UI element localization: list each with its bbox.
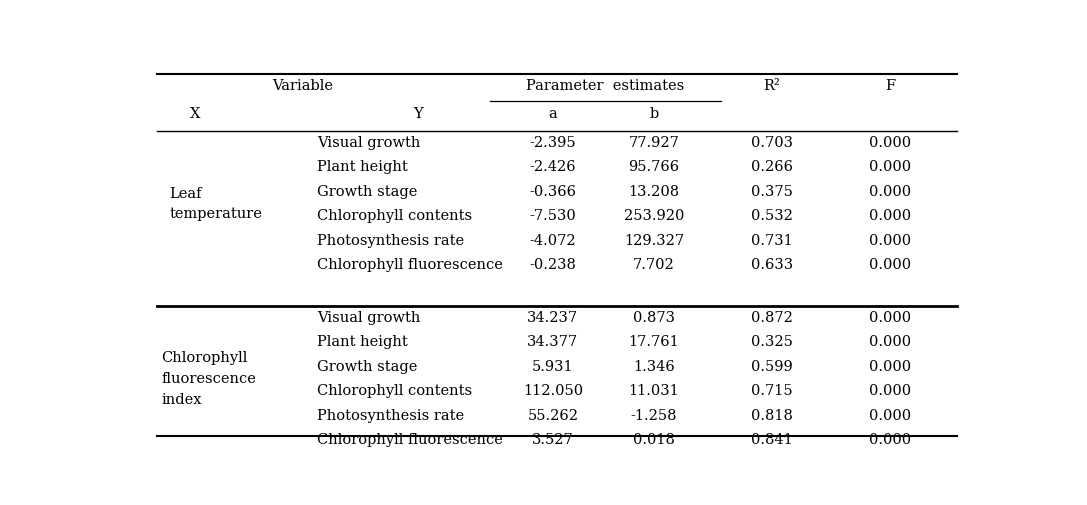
Text: Visual growth: Visual growth xyxy=(317,136,421,150)
Text: 0.633: 0.633 xyxy=(751,259,794,272)
Text: R²: R² xyxy=(763,79,780,93)
Text: Chlorophyll contents: Chlorophyll contents xyxy=(317,384,472,398)
Text: 0.731: 0.731 xyxy=(751,234,792,248)
Text: Chlorophyll fluorescence: Chlorophyll fluorescence xyxy=(317,433,503,447)
Text: 7.702: 7.702 xyxy=(633,259,675,272)
Text: Photosynthesis rate: Photosynthesis rate xyxy=(317,234,464,248)
Text: Chlorophyll fluorescence: Chlorophyll fluorescence xyxy=(317,259,503,272)
Text: 17.761: 17.761 xyxy=(628,335,679,349)
Text: 0.000: 0.000 xyxy=(869,384,911,398)
Text: 0.325: 0.325 xyxy=(751,335,792,349)
Text: 5.931: 5.931 xyxy=(532,360,574,374)
Text: 55.262: 55.262 xyxy=(527,409,578,423)
Text: Growth stage: Growth stage xyxy=(317,185,417,199)
Text: 253.920: 253.920 xyxy=(624,210,684,223)
Text: b: b xyxy=(649,107,659,121)
Text: 77.927: 77.927 xyxy=(628,136,679,150)
Text: 129.327: 129.327 xyxy=(624,234,684,248)
Text: X: X xyxy=(189,107,200,121)
Text: -7.530: -7.530 xyxy=(529,210,576,223)
Text: 0.000: 0.000 xyxy=(869,185,911,199)
Text: -1.258: -1.258 xyxy=(630,409,677,423)
Text: Photosynthesis rate: Photosynthesis rate xyxy=(317,409,464,423)
Text: 0.018: 0.018 xyxy=(633,433,675,447)
Text: Parameter  estimates: Parameter estimates xyxy=(526,79,685,93)
Text: 0.818: 0.818 xyxy=(751,409,792,423)
Text: -0.366: -0.366 xyxy=(529,185,576,199)
Text: -4.072: -4.072 xyxy=(529,234,576,248)
Text: 13.208: 13.208 xyxy=(628,185,679,199)
Text: 11.031: 11.031 xyxy=(628,384,679,398)
Text: 0.841: 0.841 xyxy=(751,433,792,447)
Text: -2.426: -2.426 xyxy=(529,161,576,174)
Text: -0.238: -0.238 xyxy=(529,259,576,272)
Text: Y: Y xyxy=(413,107,423,121)
Text: F: F xyxy=(885,79,895,93)
Text: 0.375: 0.375 xyxy=(751,185,792,199)
Text: 0.599: 0.599 xyxy=(751,360,792,374)
Text: Chlorophyll contents: Chlorophyll contents xyxy=(317,210,472,223)
Text: -2.395: -2.395 xyxy=(529,136,576,150)
Text: 95.766: 95.766 xyxy=(628,161,679,174)
Text: 0.872: 0.872 xyxy=(751,311,792,325)
Text: 0.000: 0.000 xyxy=(869,360,911,374)
Text: 0.000: 0.000 xyxy=(869,335,911,349)
Text: Variable: Variable xyxy=(272,79,333,93)
Text: a: a xyxy=(549,107,558,121)
Text: Chlorophyll
fluorescence
index: Chlorophyll fluorescence index xyxy=(161,351,257,407)
Text: 0.000: 0.000 xyxy=(869,136,911,150)
Text: 3.527: 3.527 xyxy=(532,433,574,447)
Text: 0.715: 0.715 xyxy=(751,384,792,398)
Text: 34.377: 34.377 xyxy=(527,335,578,349)
Text: 0.000: 0.000 xyxy=(869,409,911,423)
Text: 0.703: 0.703 xyxy=(751,136,792,150)
Text: Growth stage: Growth stage xyxy=(317,360,417,374)
Text: Visual growth: Visual growth xyxy=(317,311,421,325)
Text: 0.000: 0.000 xyxy=(869,433,911,447)
Text: 0.000: 0.000 xyxy=(869,210,911,223)
Text: 0.000: 0.000 xyxy=(869,259,911,272)
Text: Plant height: Plant height xyxy=(317,335,408,349)
Text: 0.266: 0.266 xyxy=(751,161,792,174)
Text: 0.532: 0.532 xyxy=(751,210,792,223)
Text: 0.873: 0.873 xyxy=(633,311,675,325)
Text: Leaf
temperature: Leaf temperature xyxy=(170,187,262,221)
Text: 34.237: 34.237 xyxy=(527,311,578,325)
Text: 0.000: 0.000 xyxy=(869,234,911,248)
Text: 112.050: 112.050 xyxy=(523,384,583,398)
Text: Plant height: Plant height xyxy=(317,161,408,174)
Text: 0.000: 0.000 xyxy=(869,161,911,174)
Text: 0.000: 0.000 xyxy=(869,311,911,325)
Text: 1.346: 1.346 xyxy=(633,360,675,374)
